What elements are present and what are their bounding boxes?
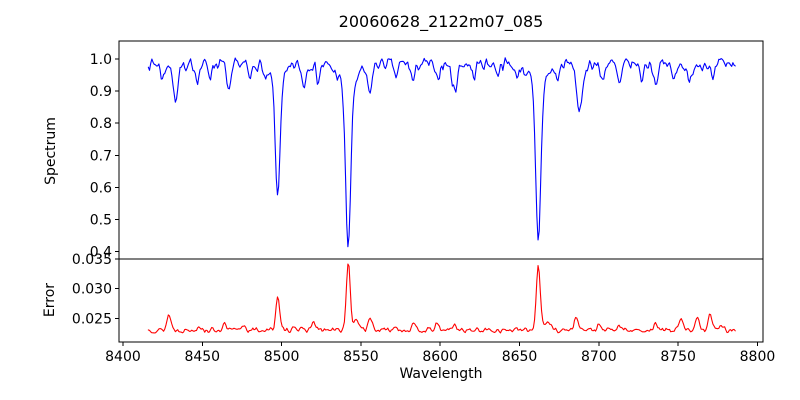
- error-y-tick-label: 0.035: [72, 252, 112, 268]
- panel-border-error: [118, 258, 764, 343]
- spectrum-y-tick-label: 0.7: [90, 148, 112, 164]
- x-tick-label: 8400: [105, 349, 141, 365]
- x-tick-label: 8650: [502, 349, 538, 365]
- x-tick-label: 8450: [184, 349, 220, 365]
- x-tick-label: 8800: [740, 349, 776, 365]
- x-tick-label: 8600: [422, 349, 458, 365]
- x-tick-label: 8500: [264, 349, 300, 365]
- spectrum-y-tick-label: 0.4: [90, 245, 112, 261]
- error-line: [147, 263, 736, 334]
- spectrum-y-tick-label: 1.0: [90, 52, 112, 68]
- x-tick-label: 8750: [660, 349, 696, 365]
- spectrum-y-tick-label: 0.8: [90, 116, 112, 132]
- spectrum-y-tick-label: 0.6: [90, 180, 112, 196]
- spectrum-y-tick-label: 0.5: [90, 213, 112, 229]
- chart-title: 20060628_2122m07_085: [338, 12, 544, 31]
- panel-border-spectrum: [118, 40, 764, 260]
- x-tick-label: 8550: [343, 349, 379, 365]
- error-y-tick-label: 0.025: [72, 311, 112, 327]
- x-axis-label: Wavelength: [399, 366, 483, 382]
- error-y-tick-label: 0.030: [72, 282, 112, 298]
- x-tick-label: 8700: [581, 349, 617, 365]
- spectrum-y-tick-label: 0.9: [90, 84, 112, 100]
- spectrum-line: [147, 57, 736, 248]
